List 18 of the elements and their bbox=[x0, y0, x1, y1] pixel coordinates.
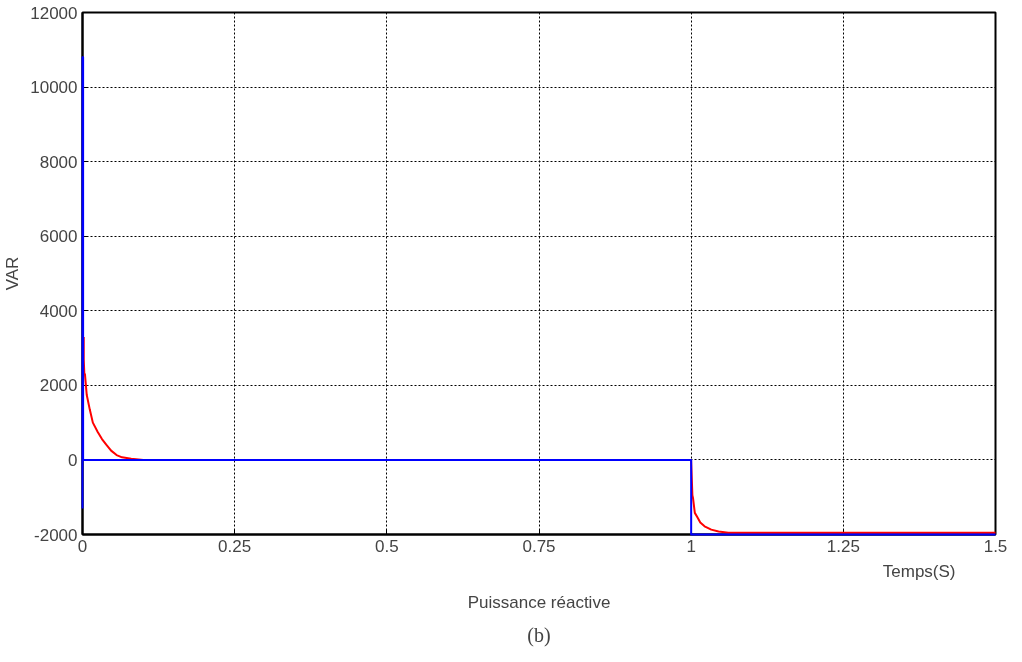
y-tick-label: 10000 bbox=[30, 78, 78, 98]
text: Puissance réactive bbox=[467, 592, 611, 612]
y-tick-label: 4000 bbox=[39, 301, 78, 321]
y-tick-label: 12000 bbox=[30, 3, 78, 23]
x-tick-label: 0.25 bbox=[218, 536, 252, 556]
y-tick-label: 8000 bbox=[39, 152, 78, 172]
x-tick-label: 0.75 bbox=[522, 536, 556, 556]
x-tick-label: 1.5 bbox=[983, 536, 1008, 556]
y-tick-label: 0 bbox=[68, 450, 78, 470]
text: (b) bbox=[527, 623, 551, 647]
y-tick-label: 6000 bbox=[39, 227, 78, 247]
y-axis-title: VAR bbox=[3, 256, 23, 291]
y-tick-label: 2000 bbox=[39, 376, 78, 396]
x-tick-label: 1 bbox=[686, 536, 696, 556]
x-tick-label: 1.25 bbox=[826, 536, 860, 556]
y-tick-label: -2000 bbox=[34, 525, 78, 545]
x-axis-title: Temps(S) bbox=[882, 561, 956, 581]
x-tick-label: 0.5 bbox=[375, 536, 399, 556]
